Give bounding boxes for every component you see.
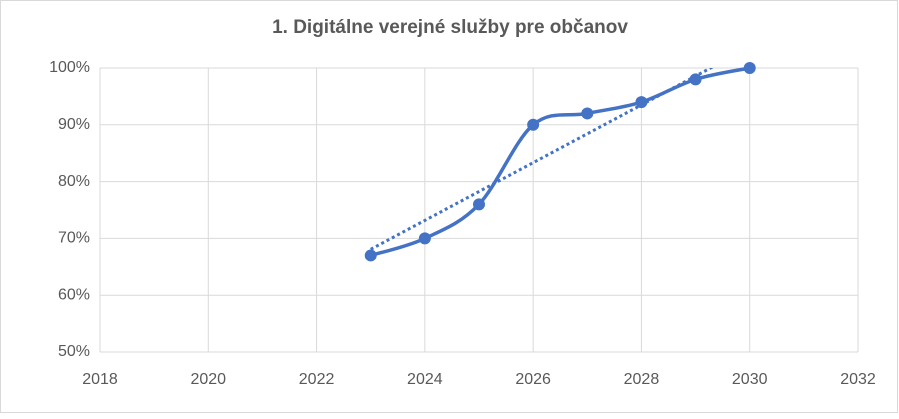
x-tick-label: 2030 [732,371,768,388]
x-tick-label: 2024 [407,371,443,388]
series-line [370,66,751,258]
x-tick-label: 2032 [840,371,876,388]
y-tick-label: 90% [58,116,90,133]
x-tick-label: 2018 [82,371,118,388]
y-tick-label: 100% [49,59,90,76]
point [364,249,377,262]
y-tick-label: 60% [58,286,90,303]
y-tick-label: 50% [58,343,90,360]
point [581,107,594,120]
y-tick-label: 70% [58,230,90,247]
chart-title: 1. Digitálne verejné služby pre občanov [272,17,628,38]
x-tick-label: 2022 [299,371,335,388]
x-tick-label: 2026 [515,371,551,388]
x-tick-label: 2020 [190,371,226,388]
point [418,232,431,245]
point [473,198,485,211]
x-tick-label: 2028 [624,371,660,388]
point [527,118,540,131]
point [635,96,648,109]
point [689,73,702,86]
point [743,62,756,74]
y-tick-label: 80% [58,173,90,190]
